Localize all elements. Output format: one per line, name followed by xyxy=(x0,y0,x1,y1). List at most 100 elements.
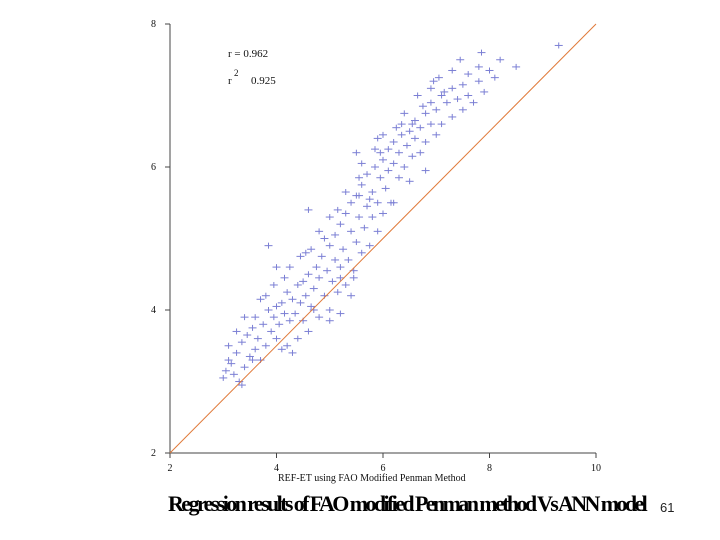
data-point xyxy=(283,342,292,349)
data-point xyxy=(373,135,382,142)
data-point xyxy=(344,256,353,263)
data-point xyxy=(394,174,403,181)
page-number: 61 xyxy=(660,500,675,515)
data-point xyxy=(293,335,302,342)
data-point xyxy=(373,228,382,235)
data-point xyxy=(264,242,273,249)
data-point xyxy=(299,278,308,285)
data-point xyxy=(288,349,297,356)
data-point xyxy=(416,149,425,156)
data-point xyxy=(315,274,324,281)
data-point xyxy=(426,121,435,128)
data-point xyxy=(323,267,332,274)
data-point xyxy=(448,85,457,92)
data-point xyxy=(363,171,372,178)
data-point xyxy=(405,128,414,135)
data-point xyxy=(397,121,406,128)
data-point xyxy=(371,164,380,170)
data-point xyxy=(333,289,342,296)
data-point xyxy=(400,164,409,170)
data-point xyxy=(554,42,563,49)
data-point xyxy=(376,174,385,181)
data-point xyxy=(275,321,284,328)
data-point xyxy=(339,246,348,253)
x-tick-label: 6 xyxy=(381,463,386,474)
data-point xyxy=(429,78,438,85)
data-point xyxy=(341,281,350,288)
y-tick-label: 8 xyxy=(151,19,156,30)
data-point xyxy=(421,167,430,174)
data-point xyxy=(376,149,385,156)
data-point xyxy=(237,382,246,389)
data-point xyxy=(363,203,372,210)
data-point xyxy=(296,253,305,260)
data-point xyxy=(232,349,241,356)
data-point xyxy=(293,281,302,288)
data-point xyxy=(418,103,427,110)
data-point xyxy=(336,310,345,317)
data-point xyxy=(469,99,478,106)
data-point xyxy=(512,63,521,70)
data-point xyxy=(272,264,281,271)
data-point xyxy=(410,135,419,142)
data-point xyxy=(408,153,417,160)
data-point xyxy=(285,317,294,324)
data-point xyxy=(240,364,249,371)
data-point xyxy=(389,138,398,145)
data-point xyxy=(224,342,233,349)
data-point xyxy=(269,314,278,321)
data-point xyxy=(355,214,364,221)
data-point xyxy=(272,303,281,310)
data-point xyxy=(477,49,486,56)
data-point xyxy=(458,106,467,113)
data-point xyxy=(458,81,467,88)
data-point xyxy=(379,131,387,138)
x-tick-label: 4 xyxy=(274,463,279,474)
data-point xyxy=(432,106,441,113)
data-point xyxy=(496,56,505,63)
r2-value: 0.925 xyxy=(251,75,276,87)
data-point xyxy=(248,324,257,331)
data-point xyxy=(426,85,435,92)
data-point xyxy=(397,131,406,138)
data-point xyxy=(434,74,443,81)
data-point xyxy=(389,199,398,206)
data-point xyxy=(277,299,286,306)
data-point xyxy=(368,214,377,221)
data-point xyxy=(325,214,334,221)
data-point xyxy=(373,199,382,206)
data-point xyxy=(307,246,316,253)
data-point xyxy=(474,78,483,85)
data-point xyxy=(237,339,246,346)
data-points xyxy=(219,42,563,389)
data-point xyxy=(280,274,289,281)
x-axis-title: REF-ET using FAO Modified Penman Method xyxy=(278,473,466,484)
data-point xyxy=(421,138,430,145)
y-tick-label: 2 xyxy=(151,448,156,459)
data-point xyxy=(464,92,473,99)
data-point xyxy=(312,264,321,271)
data-point xyxy=(301,249,310,256)
x-tick-label: 8 xyxy=(487,463,492,474)
data-point xyxy=(264,307,273,313)
data-point xyxy=(277,346,286,353)
data-point xyxy=(331,256,340,263)
data-point xyxy=(474,63,483,70)
data-point xyxy=(442,99,451,106)
data-point xyxy=(437,92,446,99)
data-point xyxy=(333,206,342,213)
data-point xyxy=(421,110,430,117)
data-point xyxy=(405,178,414,185)
data-point xyxy=(219,374,228,381)
data-point xyxy=(357,249,366,256)
data-point xyxy=(227,360,236,367)
data-point xyxy=(432,131,441,138)
data-point xyxy=(341,189,350,196)
data-point xyxy=(304,206,313,213)
data-point xyxy=(243,332,252,339)
data-point xyxy=(248,357,257,364)
x-tick-label: 2 xyxy=(168,463,173,474)
data-point xyxy=(256,296,265,303)
data-point xyxy=(368,189,377,196)
data-point xyxy=(379,210,387,217)
